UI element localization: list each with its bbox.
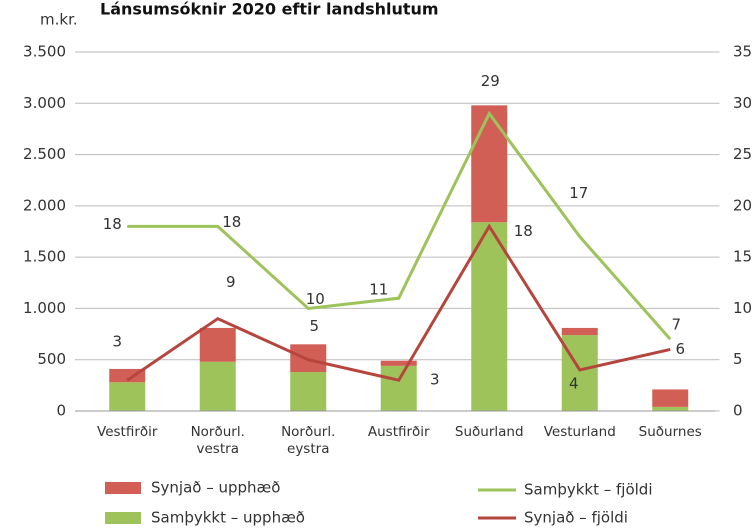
y2-tick-label: 30 — [733, 94, 752, 112]
y-tick-label: 1.500 — [23, 248, 66, 266]
data-label: 18 — [222, 213, 241, 231]
legend-label: Samþykkt – upphæð — [151, 509, 305, 527]
x-tick-line: Suðurnes — [639, 424, 702, 440]
data-label: 3 — [112, 333, 122, 351]
data-label: 11 — [369, 281, 388, 299]
bar — [561, 335, 598, 411]
y-tick-label: 0 — [56, 402, 66, 420]
y2-tick-label: 0 — [733, 402, 743, 420]
x-tick-label: Vestfirðir — [97, 424, 158, 440]
x-tick-label: Vesturland — [544, 424, 616, 440]
y2-tick-label: 10 — [733, 299, 752, 317]
bar — [199, 361, 236, 411]
bar — [561, 327, 598, 336]
y-tick-label: 3.500 — [23, 43, 66, 61]
bar — [380, 365, 417, 411]
data-label: 9 — [226, 273, 236, 291]
data-label: 4 — [569, 374, 579, 392]
x-tick-line: Vesturland — [544, 424, 616, 440]
x-tick-line: Norðurl. — [191, 424, 245, 440]
x-tick-line: eystra — [287, 441, 329, 457]
data-label: 5 — [309, 317, 319, 335]
data-label: 18 — [514, 222, 533, 240]
x-tick-line: Austfirðir — [368, 424, 430, 440]
data-label: 17 — [569, 184, 588, 202]
y-tick-label: 2.500 — [23, 145, 66, 163]
data-label: 6 — [675, 340, 685, 358]
data-label: 10 — [306, 290, 325, 308]
bar — [652, 406, 689, 411]
bar — [109, 382, 146, 411]
y-tick-label: 2.000 — [23, 196, 66, 214]
data-label: 29 — [481, 72, 500, 90]
legend-label: Synjað – fjöldi — [524, 509, 628, 527]
data-label: 7 — [671, 316, 681, 334]
y-tick-label: 3.000 — [23, 94, 66, 112]
legend-swatch — [105, 512, 141, 524]
x-tick-label: Norðurl. vestra — [191, 424, 245, 457]
y-tick-label: 500 — [37, 350, 66, 368]
x-tick-line: Vestfirðir — [97, 424, 158, 440]
x-tick-label: Suðurland — [455, 424, 524, 440]
chart-title: Lánsumsóknir 2020 eftir landshlutum — [100, 0, 439, 19]
data-label: 3 — [430, 371, 440, 389]
x-tick-label: Norðurl. eystra — [281, 424, 335, 457]
x-tick-line: Norðurl. — [281, 424, 335, 440]
bar — [199, 327, 236, 362]
y2-tick-label: 15 — [733, 248, 752, 266]
x-tick-label: Austfirðir — [368, 424, 430, 440]
legend-label: Samþykkt – fjöldi — [524, 481, 653, 499]
y-axis-label: m.kr. — [40, 11, 78, 29]
y2-tick-label: 25 — [733, 145, 752, 163]
y-tick-label: 1.000 — [23, 299, 66, 317]
bar — [290, 372, 327, 411]
line — [126, 223, 671, 382]
bar — [471, 105, 508, 223]
bar — [471, 222, 508, 411]
x-tick-line: Suðurland — [455, 424, 524, 440]
legend-label: Synjað – upphæð — [151, 479, 280, 497]
bar — [380, 360, 417, 366]
line — [127, 110, 672, 341]
y2-tick-label: 5 — [733, 350, 743, 368]
data-label: 18 — [103, 215, 122, 233]
legend-swatch — [105, 482, 141, 494]
y2-tick-label: 35 — [733, 43, 752, 61]
x-tick-line: vestra — [197, 441, 239, 457]
y2-tick-label: 20 — [733, 196, 752, 214]
x-tick-label: Suðurnes — [639, 424, 702, 440]
bar — [652, 389, 689, 407]
bar — [109, 368, 146, 383]
